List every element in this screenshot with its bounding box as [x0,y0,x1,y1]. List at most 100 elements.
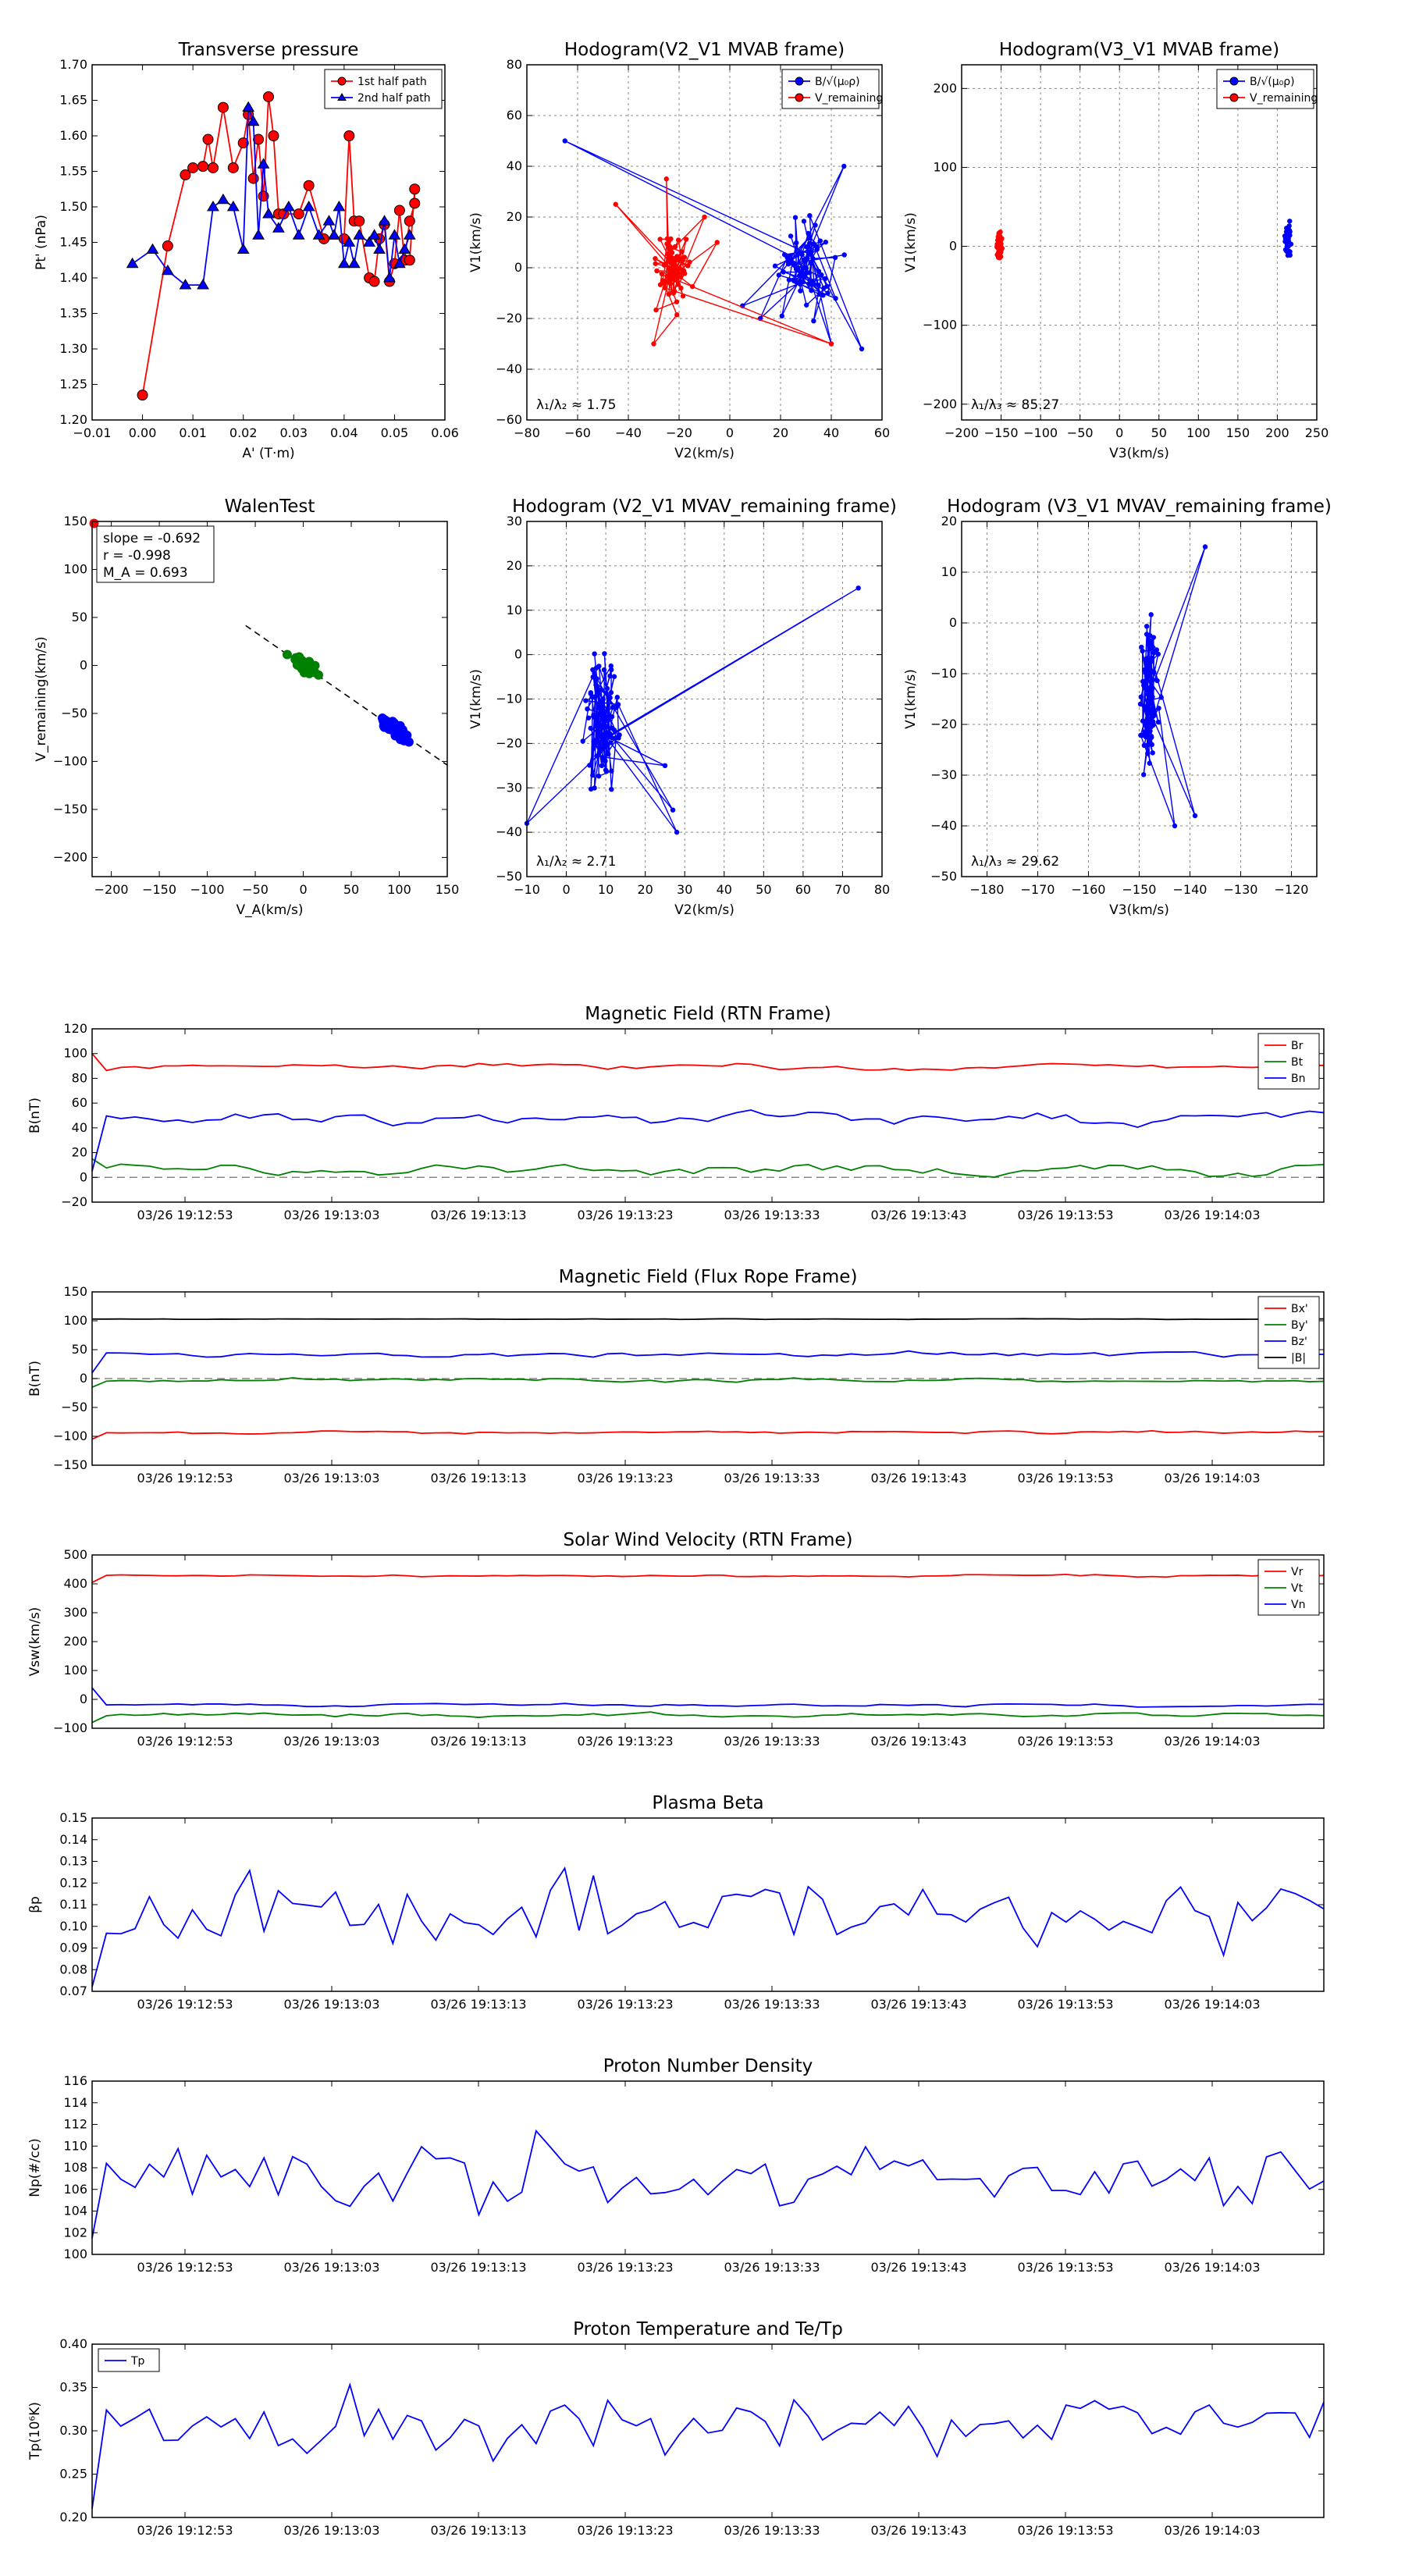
data-point [303,180,315,191]
data-point [660,278,666,283]
data-point [403,229,416,240]
x-tick-label: 80 [874,882,890,897]
y-tick-label: 0.30 [59,2423,87,2438]
data-point [1146,664,1152,671]
legend-label: |B| [1291,1352,1306,1364]
y-tick-label: −40 [496,824,522,839]
data-point [180,169,191,181]
data-point [1143,719,1149,724]
data-point [653,256,658,262]
time-tick-label: 03/26 19:14:03 [1164,1471,1260,1485]
x-tick-label: −140 [1173,882,1208,897]
data-point [1144,742,1150,748]
data-point [1149,646,1155,651]
data-point [667,254,672,259]
chart-bRTN: −20 0 20 40 60 80 100 120 03/26 19:12:53 03/26 19… [27,1004,1325,1222]
data-point [674,829,680,835]
x-tick-label: −50 [242,882,269,897]
data-point [816,291,822,297]
data-point [841,163,847,169]
data-point [257,158,270,169]
time-tick-label: 03/26 19:13:23 [577,1997,673,2012]
data-point [1140,772,1147,777]
data-point [162,240,173,252]
data-point [803,302,809,308]
data-point [292,660,302,670]
data-point [803,265,809,271]
x-tick-label: 20 [773,425,788,440]
legend-label: Bn [1291,1073,1305,1085]
time-tick-label: 03/26 19:13:43 [870,1471,966,1485]
data-point [247,173,259,184]
data-point [1140,678,1146,685]
y-tick-label: −20 [496,735,522,750]
time-tick-label: 03/26 19:12:53 [137,1208,233,1222]
data-point [253,133,265,145]
y-tick-label: 0.07 [59,1984,87,1998]
data-point [791,262,797,268]
data-point [667,276,673,282]
x-tick-label: 50 [756,882,771,897]
data-point [609,713,615,720]
x-tick-label: −0.01 [73,425,111,440]
time-tick-label: 03/26 19:13:23 [577,1208,673,1222]
y-tick-label: −200 [923,397,957,411]
y-axis-label: B(nT) [27,1098,43,1133]
plot-frame [526,64,883,421]
data-point [806,235,812,241]
data-point [322,215,336,226]
x-tick-label: −150 [1122,882,1157,897]
chart-title: Proton Temperature and Te/Tp [573,2319,843,2339]
chart-bFR: −150 −100 −50 0 50 100 150 03/26 19:12:53 03/26 … [27,1267,1325,1485]
time-tick-label: 03/26 19:12:53 [137,1471,233,1485]
data-point [800,279,806,285]
y-tick-label: 0.15 [59,1810,87,1825]
data-point [809,278,815,284]
x-tick-label: 100 [387,882,411,897]
data-point [580,738,585,744]
data-point [1148,658,1154,664]
y-tick-label: 60 [507,108,522,123]
data-point [613,201,618,207]
y-tick-label: 100 [63,561,87,576]
time-tick-label: 03/26 19:13:13 [430,1471,526,1485]
y-tick-label: 100 [63,1663,87,1678]
time-tick-label: 03/26 19:13:53 [1017,1471,1113,1485]
data-point [820,292,826,298]
x-tick-label: −170 [1021,882,1055,897]
y-tick-label: 10 [941,564,957,579]
data-point [1229,76,1239,86]
y-tick-label: −20 [61,1194,87,1209]
x-tick-label: −200 [944,425,979,440]
data-point [368,276,380,287]
data-point [1192,813,1198,819]
y-tick-label: 0.08 [59,1962,87,1976]
chart-h2: −200 −150 −100 −50 0 50 100 150 200 250 −200 −100 0 1… [903,40,1329,461]
legend-label: Bz' [1291,1336,1307,1348]
y-tick-label: 50 [72,1342,87,1357]
data-point [602,742,607,748]
data-point [1149,735,1154,740]
plot-frame [91,521,448,877]
data-point [179,279,192,290]
data-point [805,255,810,262]
data-point [1286,239,1292,245]
data-point [587,763,592,768]
y-tick-label: −100 [923,318,957,333]
x-tick-label: −80 [514,425,540,440]
data-point [262,208,275,219]
data-point [599,738,605,744]
x-tick-label: 70 [834,882,850,897]
data-point [368,229,381,240]
data-point [1158,695,1164,700]
x-tick-label: −180 [970,882,1005,897]
data-point [1141,667,1147,673]
y-tick-label: 108 [63,2160,87,2175]
data-point [653,307,659,313]
data-point [599,711,606,717]
data-point [337,93,347,101]
y-tick-label: −50 [930,869,957,884]
data-point [1144,624,1150,629]
data-point [202,133,214,145]
